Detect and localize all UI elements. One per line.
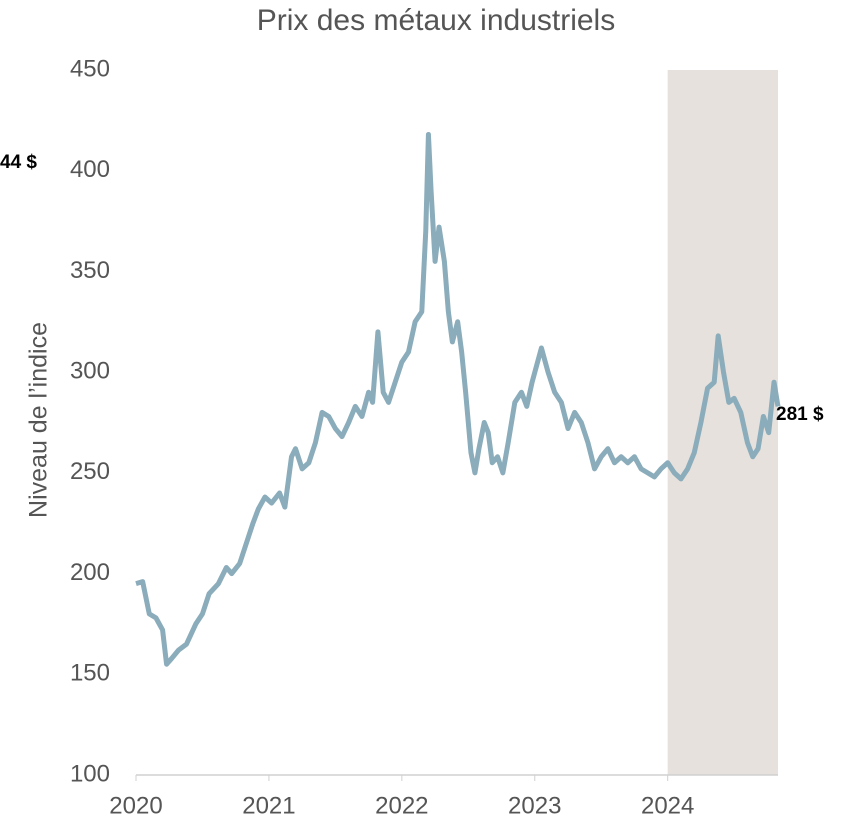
x-tick-label: 2022 <box>375 792 428 819</box>
annotation: 44 $ <box>0 152 37 173</box>
y-tick-label: 350 <box>70 257 110 284</box>
line-series <box>135 131 781 667</box>
x-tick-label: 2021 <box>242 792 295 819</box>
x-tick-label: 2020 <box>109 792 162 819</box>
y-tick-label: 300 <box>70 357 110 384</box>
y-tick-label: 100 <box>70 760 110 787</box>
y-tick-label: 150 <box>70 660 110 687</box>
y-tick-label: 400 <box>70 156 110 183</box>
y-tick-label: 200 <box>70 559 110 586</box>
y-tick-label: 250 <box>70 458 110 485</box>
x-tick-label: 2024 <box>641 792 694 819</box>
y-axis-label: Niveau de l’indice <box>25 322 53 518</box>
annotation: 281 $ <box>776 404 824 425</box>
shaded-region <box>667 70 778 775</box>
chart-title: Prix des métaux industriels <box>257 4 615 37</box>
x-tick-label: 2023 <box>508 792 561 819</box>
y-tick-label: 450 <box>70 55 110 82</box>
